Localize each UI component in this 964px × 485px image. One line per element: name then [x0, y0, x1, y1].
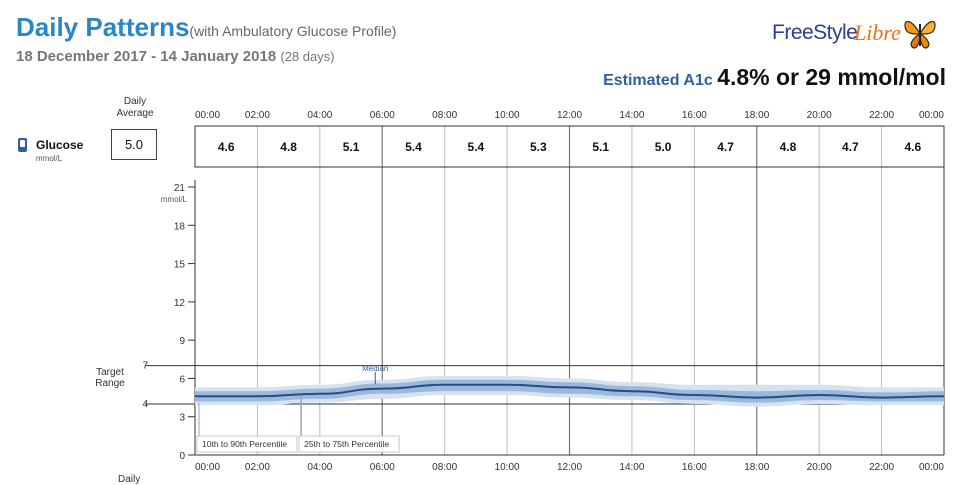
- x-tick-label-top: 06:00: [370, 110, 395, 121]
- x-tick-label-top: 14:00: [619, 110, 644, 121]
- target-range-label-line1: Target: [96, 367, 124, 378]
- hourly-average-value: 4.7: [842, 140, 859, 154]
- y-tick-label: 21: [174, 183, 186, 194]
- hourly-average-value: 5.0: [655, 140, 672, 154]
- x-tick-label-top: 02:00: [245, 110, 270, 121]
- glucose-sensor-icon: [18, 138, 27, 152]
- x-tick-label-bottom: 00:00: [919, 462, 944, 473]
- glucose-unit: mmol/L: [36, 154, 63, 163]
- hourly-average-value: 5.1: [592, 140, 609, 154]
- title-text: Daily Patterns: [16, 12, 190, 42]
- x-tick-label-top: 12:00: [557, 110, 582, 121]
- x-tick-label-top: 18:00: [744, 110, 769, 121]
- x-tick-label-bottom: 22:00: [869, 462, 894, 473]
- x-tick-label-bottom: 04:00: [307, 462, 332, 473]
- y-tick-label: 3: [179, 413, 185, 424]
- y-tick-label: 12: [174, 298, 186, 309]
- hourly-average-value: 5.3: [530, 140, 547, 154]
- target-high-label: 7: [142, 361, 148, 372]
- x-tick-label-bottom: 18:00: [744, 462, 769, 473]
- hourly-average-value: 5.1: [343, 140, 360, 154]
- x-tick-label-top: 22:00: [869, 110, 894, 121]
- x-tick-label-top: 00:00: [195, 110, 220, 121]
- a1c-label: Estimated A1c: [603, 72, 713, 89]
- target-range-label: Target Range: [86, 367, 134, 389]
- hourly-average-value: 5.4: [468, 140, 485, 154]
- date-range-text: 18 December 2017 - 14 January 2018: [16, 48, 277, 65]
- p10-90-annotation: 10th to 90th Percentile: [202, 439, 287, 449]
- hourly-average-value: 4.8: [780, 140, 797, 154]
- x-tick-label-top: 16:00: [682, 110, 707, 121]
- logo-text-libre: Libre: [854, 20, 901, 45]
- p25-75-annotation: 25th to 75th Percentile: [304, 439, 389, 449]
- x-tick-label-bottom: 02:00: [245, 462, 270, 473]
- x-tick-label-bottom: 08:00: [432, 462, 457, 473]
- daily-average-heading: Daily Average: [108, 96, 162, 120]
- x-tick-label-bottom: 06:00: [370, 462, 395, 473]
- x-tick-label-top: 00:00: [919, 110, 944, 121]
- x-tick-label-top: 10:00: [495, 110, 520, 121]
- freestyle-libre-logo: FreeStyle Libre: [772, 12, 942, 56]
- page-subtitle: (with Ambulatory Glucose Profile): [189, 23, 397, 39]
- hourly-average-value: 4.6: [218, 140, 235, 154]
- hourly-average-value: 4.8: [280, 140, 297, 154]
- x-tick-label-top: 20:00: [807, 110, 832, 121]
- daily-average-heading-line1: Daily: [123, 96, 147, 107]
- date-range: 18 December 2017 - 14 January 2018 (28 d…: [16, 48, 335, 65]
- x-tick-label-top: 08:00: [432, 110, 457, 121]
- x-tick-label-bottom: 20:00: [807, 462, 832, 473]
- y-tick-label: 6: [179, 374, 185, 385]
- page-title: Daily Patterns(with Ambulatory Glucose P…: [16, 12, 396, 43]
- hourly-average-value: 5.4: [405, 140, 422, 154]
- target-low-label: 4: [142, 399, 148, 410]
- hourly-average-value: 4.7: [717, 140, 734, 154]
- y-tick-label: 0: [179, 451, 185, 462]
- estimated-a1c: Estimated A1c 4.8% or 29 mmol/mol: [603, 64, 946, 91]
- y-tick-label: 18: [174, 221, 186, 232]
- median-annotation: Median: [362, 364, 388, 373]
- p25-75-annotation-box: [298, 435, 400, 453]
- y-unit-label: mmol/L: [161, 195, 188, 204]
- median-line: [195, 383, 945, 399]
- daily-average-heading-line2: Average: [116, 108, 154, 119]
- glucose-label: Glucose: [36, 138, 84, 152]
- a1c-value: 4.8% or 29 mmol/mol: [717, 64, 946, 90]
- hourly-average-value: 4.6: [904, 140, 921, 154]
- p10-90-annotation-box: [196, 435, 298, 453]
- x-tick-label-bottom: 12:00: [557, 462, 582, 473]
- x-tick-label-bottom: 10:00: [495, 462, 520, 473]
- butterfly-icon: [904, 20, 936, 49]
- logo-text-freestyle: FreeStyle: [772, 21, 858, 44]
- y-tick-label: 15: [174, 260, 186, 271]
- x-tick-label-top: 04:00: [307, 110, 332, 121]
- daily-average-value: 5.0: [111, 129, 157, 160]
- x-tick-label-bottom: 16:00: [682, 462, 707, 473]
- x-tick-label-bottom: 14:00: [619, 462, 644, 473]
- x-tick-label-bottom: 00:00: [195, 462, 220, 473]
- y-tick-label: 9: [179, 336, 185, 347]
- target-range-label-line2: Range: [95, 378, 125, 389]
- day-count: (28 days): [280, 49, 335, 64]
- hourly-average-box: [194, 125, 945, 168]
